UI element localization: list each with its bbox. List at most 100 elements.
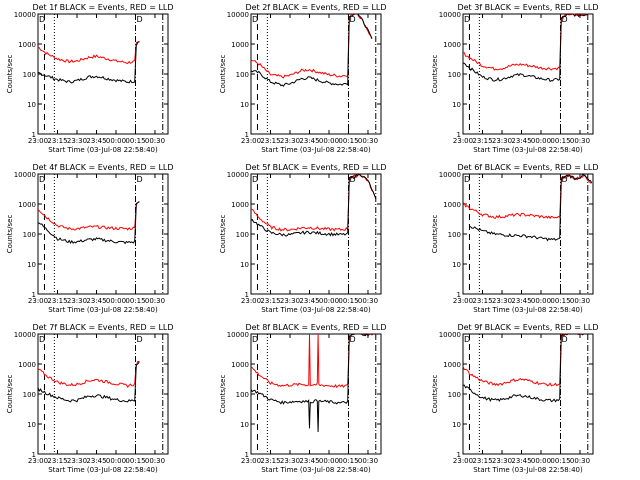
y-tick-label-5: 1 — [245, 291, 249, 299]
x-tick-label-4: 00:15 — [125, 297, 145, 305]
x-tick-label-1: 00:15 — [125, 137, 145, 145]
y-tick-label-1: 10000 — [14, 11, 36, 19]
series-lld-8 — [250, 333, 376, 389]
y-tick-label-7: 1000 — [18, 361, 36, 369]
x-tick-label-4: 23:15 — [47, 297, 67, 305]
series-events-1 — [37, 41, 140, 84]
marker-label-right-3: D — [561, 15, 567, 24]
series-lld-7 — [37, 360, 140, 388]
y-tick-label-1: 1000 — [18, 41, 36, 49]
x-tick-label-9: 00:00 — [531, 457, 551, 465]
y-tick-label-2: 10000 — [227, 11, 249, 19]
y-tick-label-6: 1 — [457, 291, 461, 299]
y-tick-label-3: 1000 — [443, 41, 461, 49]
panel-title-5: Det 5f BLACK = Events, RED = LLD — [245, 163, 386, 172]
y-tick-label-8: 1 — [245, 451, 249, 459]
x-tick-label-2: 00:15 — [338, 137, 358, 145]
x-tick-label-5: 23:00 — [241, 297, 261, 305]
x-tick-label-3: 23:30 — [492, 137, 512, 145]
x-tick-label-2: 23:30 — [280, 137, 300, 145]
x-tick-label-4: 23:00 — [28, 297, 48, 305]
y-tick-label-9: 10000 — [439, 331, 461, 339]
marker-label-left-4: D — [39, 175, 45, 184]
panel-title-8: Det 8f BLACK = Events, RED = LLD — [245, 323, 386, 332]
y-tick-label-6: 100 — [448, 231, 461, 239]
x-axis-label-9: Start Time (03-Jul-08 22:58:40) — [473, 466, 583, 474]
marker-label-left-5: D — [252, 175, 258, 184]
x-axis-label-3: Start Time (03-Jul-08 22:58:40) — [473, 146, 583, 154]
y-tick-label-9: 1000 — [443, 361, 461, 369]
marker-label-right-8: D — [349, 335, 355, 344]
series-events-7 — [37, 361, 140, 403]
x-tick-label-7: 23:30 — [67, 457, 87, 465]
x-tick-label-2: 23:00 — [241, 137, 261, 145]
y-axis-label-6: Counts/sec — [431, 215, 439, 254]
y-tick-label-8: 10 — [240, 421, 249, 429]
series-lld-2 — [250, 13, 373, 79]
y-axis-label-9: Counts/sec — [431, 375, 439, 414]
y-axis-label-3: Counts/sec — [431, 55, 439, 94]
y-tick-label-6: 1000 — [443, 201, 461, 209]
x-tick-label-3: 23:00 — [453, 137, 473, 145]
y-tick-label-9: 10 — [452, 421, 461, 429]
y-tick-label-3: 100 — [448, 71, 461, 79]
series-events-3 — [463, 13, 589, 83]
x-tick-label-8: 23:45 — [299, 457, 319, 465]
y-tick-label-1: 1 — [32, 131, 36, 139]
panel-title-2: Det 2f BLACK = Events, RED = LLD — [245, 3, 386, 12]
marker-label-right-5: D — [349, 175, 355, 184]
x-tick-label-4: 00:00 — [106, 297, 126, 305]
y-tick-label-2: 100 — [236, 71, 249, 79]
y-tick-label-4: 10000 — [14, 171, 36, 179]
y-axis-label-2: Counts/sec — [219, 55, 227, 94]
y-tick-label-7: 10000 — [14, 331, 36, 339]
y-tick-label-4: 100 — [23, 231, 36, 239]
marker-label-right-1: D — [136, 15, 142, 24]
y-axis-label-7: Counts/sec — [6, 375, 14, 414]
marker-label-left-3: D — [464, 15, 470, 24]
y-tick-label-4: 1000 — [18, 201, 36, 209]
x-tick-label-1: 00:00 — [106, 137, 126, 145]
x-axis-label-5: Start Time (03-Jul-08 22:58:40) — [261, 306, 371, 314]
y-tick-label-7: 100 — [23, 391, 36, 399]
x-tick-label-2: 23:15 — [260, 137, 280, 145]
x-tick-label-3: 23:15 — [472, 137, 492, 145]
y-tick-label-5: 10000 — [227, 171, 249, 179]
x-tick-label-6: 00:30 — [570, 297, 590, 305]
series-lld-4 — [37, 201, 140, 231]
x-tick-label-5: 23:15 — [260, 297, 280, 305]
series-events-9 — [462, 333, 585, 403]
x-tick-label-1: 23:00 — [28, 137, 48, 145]
y-tick-label-2: 1 — [245, 131, 249, 139]
x-tick-label-8: 23:15 — [260, 457, 280, 465]
x-tick-label-7: 00:15 — [125, 457, 145, 465]
x-tick-label-3: 00:00 — [531, 137, 551, 145]
x-tick-label-8: 23:00 — [241, 457, 261, 465]
x-tick-label-6: 23:00 — [453, 297, 473, 305]
y-tick-label-3: 10 — [452, 101, 461, 109]
marker-label-left-1: D — [39, 15, 45, 24]
x-tick-label-1: 23:30 — [67, 137, 87, 145]
x-tick-label-3: 23:45 — [511, 137, 531, 145]
marker-label-left-7: D — [39, 335, 45, 344]
x-tick-label-9: 23:00 — [453, 457, 473, 465]
x-tick-label-9: 00:15 — [550, 457, 570, 465]
series-events-2 — [250, 13, 373, 87]
x-tick-label-1: 23:15 — [47, 137, 67, 145]
series-lld-3 — [463, 13, 588, 71]
y-axis-label-1: Counts/sec — [6, 55, 14, 94]
y-tick-label-1: 10 — [27, 101, 36, 109]
marker-label-left-6: D — [464, 175, 470, 184]
plot-frame-1 — [37, 13, 169, 135]
x-axis-label-4: Start Time (03-Jul-08 22:58:40) — [48, 306, 158, 314]
x-tick-label-7: 00:30 — [145, 457, 165, 465]
panel-title-6: Det 6f BLACK = Events, RED = LLD — [457, 163, 598, 172]
x-tick-label-5: 23:45 — [299, 297, 319, 305]
panel-title-1: Det 1f BLACK = Events, RED = LLD — [32, 3, 173, 12]
y-tick-label-8: 10000 — [227, 331, 249, 339]
x-tick-label-9: 23:30 — [492, 457, 512, 465]
x-tick-label-6: 00:15 — [550, 297, 570, 305]
x-tick-label-4: 00:30 — [145, 297, 165, 305]
plot-frame-8 — [250, 333, 382, 455]
